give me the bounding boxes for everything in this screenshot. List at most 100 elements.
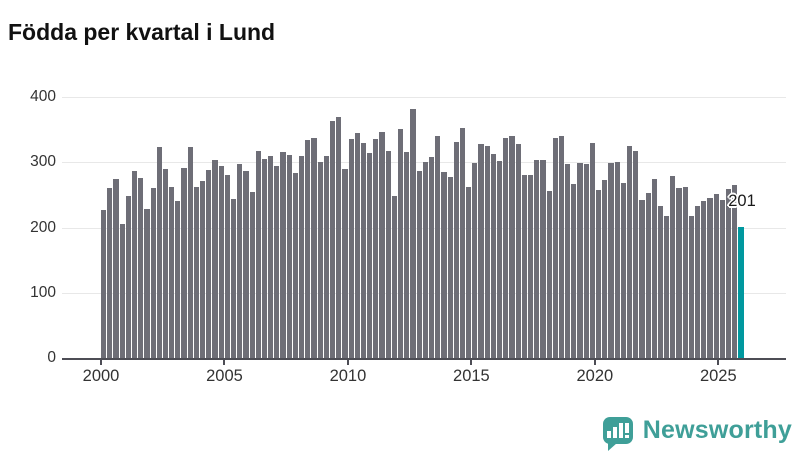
bar-2007-Q1 xyxy=(274,165,280,358)
x-tick-2005 xyxy=(223,360,226,365)
y-axis-label-0: 0 xyxy=(47,349,56,366)
bar-2025-Q4 xyxy=(738,226,744,358)
page-title: Födda per kvartal i Lund xyxy=(8,19,276,46)
bar-2012-Q2 xyxy=(404,151,410,358)
y-axis-label-300: 300 xyxy=(30,153,56,171)
bar-2009-Q4 xyxy=(342,169,348,358)
bar-2018-Q3 xyxy=(558,136,565,358)
bar-2008-Q4 xyxy=(317,162,323,358)
bar-2018-Q2 xyxy=(552,137,558,358)
bar-2022-Q1 xyxy=(645,192,651,358)
x-axis-label-2015: 2015 xyxy=(453,367,490,385)
bar-2002-Q3 xyxy=(162,168,169,358)
x-tick-2000 xyxy=(100,360,102,365)
bar-2021-Q3 xyxy=(633,150,639,358)
bar-2023-Q3 xyxy=(682,187,688,358)
bar-2019-Q4 xyxy=(589,143,595,358)
bar-2019-Q3 xyxy=(583,163,589,358)
bar-2006-Q1 xyxy=(249,192,255,358)
y-axis-label-400: 400 xyxy=(30,88,56,105)
bar-2019-Q2 xyxy=(577,162,583,358)
bar-2024-Q3 xyxy=(707,197,713,358)
bar-2009-Q1 xyxy=(323,156,329,358)
newsworthy-logo-icon xyxy=(602,417,633,451)
bar-2017-Q4 xyxy=(540,160,546,358)
bar-2013-Q1 xyxy=(422,162,428,358)
bar-2020-Q4 xyxy=(614,161,620,358)
bar-2006-Q4 xyxy=(268,155,274,358)
bar-2022-Q4 xyxy=(664,216,670,358)
bar-2009-Q3 xyxy=(336,116,342,358)
bar-2023-Q2 xyxy=(676,187,682,358)
newsworthy-logo-text: Newsworthy xyxy=(642,416,792,444)
bar-2012-Q3 xyxy=(410,108,416,358)
logo-bar-icon xyxy=(618,423,623,438)
bar-2011-Q4 xyxy=(391,196,397,358)
bar-2006-Q3 xyxy=(261,159,268,358)
bar-2022-Q2 xyxy=(651,179,657,358)
bar-2017-Q2 xyxy=(527,175,534,358)
bar-2025-Q2 xyxy=(725,189,732,358)
bar-2003-Q2 xyxy=(181,168,187,358)
bar-2011-Q3 xyxy=(385,151,391,358)
bar-2014-Q3 xyxy=(459,127,466,358)
bar-2016-Q4 xyxy=(515,144,521,358)
bar-2017-Q1 xyxy=(521,175,527,358)
bar-2018-Q4 xyxy=(565,164,571,358)
bar-2004-Q4 xyxy=(218,165,224,358)
bar-2010-Q4 xyxy=(367,153,373,358)
bar-2014-Q2 xyxy=(453,142,459,358)
bar-2014-Q1 xyxy=(447,177,453,358)
bar-2002-Q4 xyxy=(169,187,175,358)
bar-2016-Q1 xyxy=(497,160,503,358)
logo-bar-icon xyxy=(612,427,617,438)
bar-2004-Q1 xyxy=(200,180,206,358)
x-tick-2025 xyxy=(717,360,720,365)
bar-2000-Q3 xyxy=(113,178,119,358)
bar-2010-Q1 xyxy=(348,138,354,358)
y-axis-label-200: 200 xyxy=(30,218,56,236)
logo-bar-icon xyxy=(606,431,611,438)
bar-2022-Q3 xyxy=(657,206,664,358)
bar-2012-Q1 xyxy=(398,129,404,358)
bar-2007-Q4 xyxy=(292,172,298,358)
bar-2003-Q1 xyxy=(175,201,181,358)
bar-2005-Q3 xyxy=(237,164,243,358)
bar-2010-Q2 xyxy=(354,132,360,358)
bar-2015-Q3 xyxy=(484,145,490,358)
x-tick-2020 xyxy=(593,360,596,365)
bar-2000-Q2 xyxy=(107,187,113,358)
bar-2023-Q1 xyxy=(670,176,676,358)
bar-2010-Q3 xyxy=(360,142,367,358)
bar-2024-Q4 xyxy=(713,193,719,358)
x-axis-label-2005: 2005 xyxy=(206,367,243,385)
x-axis-label-2000: 2000 xyxy=(82,367,120,385)
bar-2019-Q1 xyxy=(571,184,577,358)
x-tick-2015 xyxy=(470,360,473,365)
bar-2008-Q2 xyxy=(305,140,311,358)
bar-2013-Q2 xyxy=(428,157,435,358)
x-axis-label-2010: 2010 xyxy=(329,367,367,385)
bar-2005-Q4 xyxy=(243,170,249,358)
bar-2011-Q1 xyxy=(373,138,379,358)
bar-2004-Q2 xyxy=(206,170,212,358)
bar-2024-Q1 xyxy=(695,206,701,358)
bar-2002-Q2 xyxy=(156,146,162,358)
bar-2016-Q3 xyxy=(509,136,515,358)
bar-2001-Q2 xyxy=(131,171,138,358)
bar-2004-Q3 xyxy=(212,159,218,358)
bar-2009-Q2 xyxy=(329,121,336,358)
bar-2021-Q2 xyxy=(626,145,633,358)
bar-2000-Q4 xyxy=(119,223,125,358)
bar-2008-Q1 xyxy=(299,156,305,358)
chart-plot-area xyxy=(62,97,786,360)
bar-2025-Q3 xyxy=(732,185,738,358)
bar-2021-Q1 xyxy=(620,182,626,358)
x-tick-2010 xyxy=(346,360,349,365)
x-axis-label-2025: 2025 xyxy=(699,367,737,385)
bars xyxy=(101,97,744,358)
bar-2001-Q1 xyxy=(125,195,131,358)
bar-2023-Q4 xyxy=(688,216,694,358)
bar-2016-Q2 xyxy=(503,137,509,358)
bar-2012-Q4 xyxy=(416,171,422,358)
